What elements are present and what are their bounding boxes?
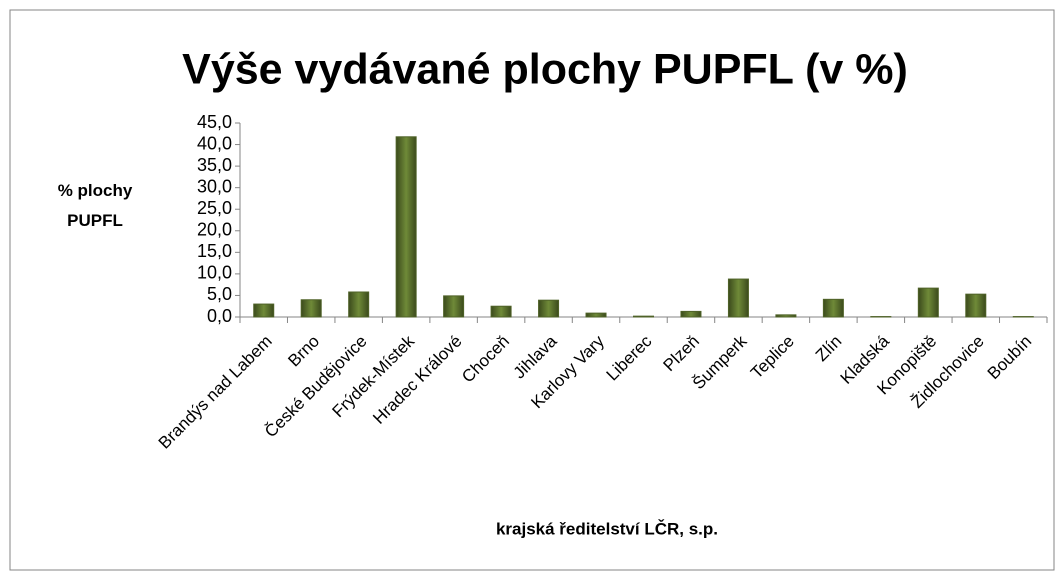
bar [727, 278, 749, 318]
bar [300, 299, 322, 318]
bar [348, 291, 370, 318]
y-tick-label: 30,0 [197, 176, 232, 196]
bar [538, 299, 560, 318]
y-tick-label: 0,0 [207, 306, 232, 326]
bar [822, 298, 844, 318]
y-axis-label: % plochy PUPFL [57, 181, 133, 230]
bar [965, 293, 987, 318]
y-tick-label: 40,0 [197, 133, 232, 153]
y-tick-label: 10,0 [197, 263, 232, 283]
y-tick-label: 25,0 [197, 198, 232, 218]
chart-title: Výše vydávané plochy PUPFL (v %) [182, 45, 908, 93]
bar [917, 287, 939, 318]
bar [680, 310, 702, 318]
chart-frame [9, 9, 1055, 571]
bar [395, 136, 417, 318]
bar [775, 314, 797, 318]
y-tick-label: 35,0 [197, 155, 232, 175]
bar [253, 303, 275, 318]
bar [490, 305, 512, 318]
bar [443, 295, 465, 318]
y-tick-label: 45,0 [197, 112, 232, 132]
y-tick-label: 15,0 [197, 241, 232, 261]
x-axis-label: krajská ředitelství LČR, s.p. [496, 519, 718, 538]
bar [633, 315, 654, 318]
y-tick-label: 5,0 [207, 284, 232, 304]
bar [585, 312, 607, 318]
y-tick-label: 20,0 [197, 220, 232, 240]
